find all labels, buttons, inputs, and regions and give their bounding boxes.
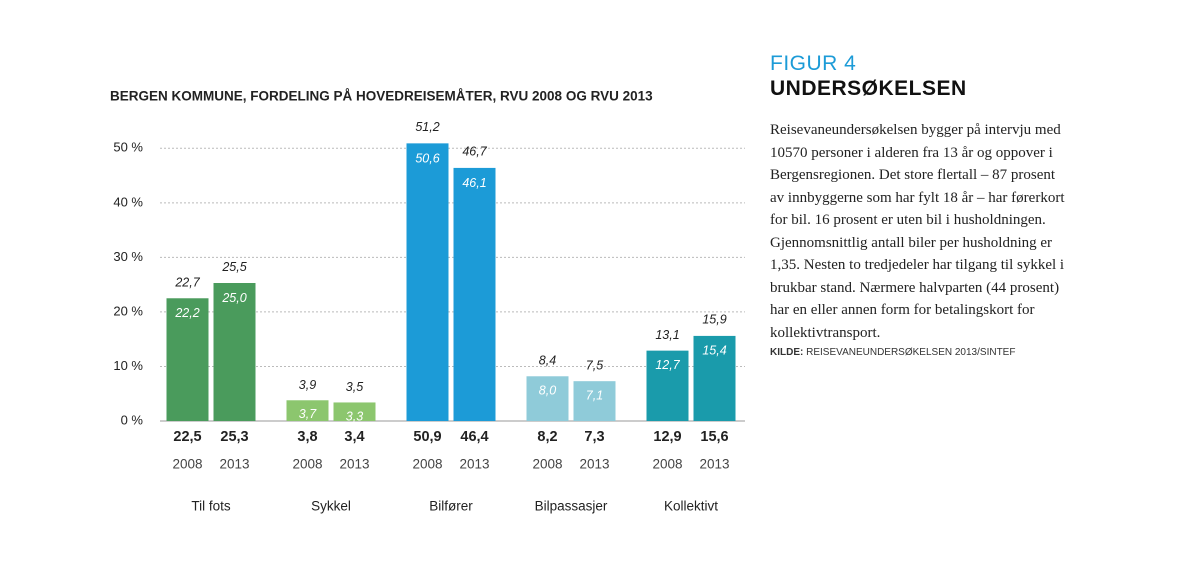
upper-label: 8,4 bbox=[539, 353, 556, 367]
upper-label: 25,5 bbox=[221, 260, 246, 274]
y-tick-label: 0 % bbox=[121, 412, 144, 427]
category-label: Kollektivt bbox=[664, 499, 718, 514]
y-tick-label: 50 % bbox=[113, 140, 143, 155]
lower-label: 22,2 bbox=[174, 306, 199, 320]
value-label: 50,9 bbox=[413, 429, 441, 445]
lower-label: 8,0 bbox=[539, 384, 556, 398]
bar bbox=[693, 335, 736, 421]
category-label: Bilfører bbox=[429, 499, 473, 514]
figure-label: FIGUR 4 bbox=[770, 52, 857, 75]
lower-label: 46,1 bbox=[462, 176, 486, 190]
y-tick-label: 40 % bbox=[113, 194, 143, 209]
source: KILDE: REISEVANEUNDERSØKELSEN 2013/SINTE… bbox=[770, 347, 1090, 358]
upper-label: 46,7 bbox=[462, 145, 487, 159]
value-label: 3,4 bbox=[344, 429, 364, 445]
series-label: 2008 bbox=[532, 457, 562, 472]
bar bbox=[406, 143, 449, 421]
value-label: 3,8 bbox=[297, 429, 317, 445]
series-label: 2013 bbox=[579, 457, 609, 472]
lower-label: 15,4 bbox=[702, 343, 726, 357]
upper-label: 22,7 bbox=[174, 275, 200, 289]
bar bbox=[286, 400, 329, 421]
upper-label: 51,2 bbox=[415, 120, 439, 134]
category-label: Til fots bbox=[191, 499, 231, 514]
series-label: 2013 bbox=[699, 457, 729, 472]
value-label: 25,3 bbox=[220, 429, 248, 445]
series-label: 2013 bbox=[339, 457, 369, 472]
value-label: 15,6 bbox=[700, 429, 728, 445]
series-label: 2008 bbox=[172, 457, 202, 472]
value-label: 46,4 bbox=[460, 429, 488, 445]
bar bbox=[213, 283, 256, 421]
bar bbox=[333, 402, 376, 421]
value-label: 12,9 bbox=[653, 429, 681, 445]
lower-label: 7,1 bbox=[586, 389, 603, 403]
upper-label: 13,1 bbox=[655, 328, 679, 342]
heading: UNDERSØKELSEN bbox=[770, 77, 967, 100]
bar bbox=[453, 167, 496, 421]
bar bbox=[646, 350, 689, 421]
side-panel: FIGUR 4 UNDERSØKELSEN Reisevaneundersøke… bbox=[770, 52, 1090, 358]
lower-label: 50,6 bbox=[415, 151, 439, 165]
upper-label: 7,5 bbox=[586, 358, 603, 372]
bar bbox=[166, 298, 209, 421]
series-label: 2008 bbox=[292, 457, 322, 472]
source-label: KILDE: bbox=[770, 347, 804, 358]
lower-label: 12,7 bbox=[655, 358, 680, 372]
value-label: 7,3 bbox=[584, 429, 604, 445]
lower-label: 25,0 bbox=[221, 291, 246, 305]
y-tick-label: 10 % bbox=[113, 358, 143, 373]
series-label: 2008 bbox=[412, 457, 442, 472]
series-label: 2013 bbox=[219, 457, 249, 472]
value-label: 22,5 bbox=[173, 429, 201, 445]
upper-label: 3,9 bbox=[299, 378, 316, 392]
bar bbox=[526, 376, 569, 421]
lower-label: 3,3 bbox=[346, 409, 363, 423]
bar bbox=[573, 381, 616, 421]
source-text: REISEVANEUNDERSØKELSEN 2013/SINTEF bbox=[806, 347, 1016, 358]
y-tick-label: 20 % bbox=[113, 303, 143, 318]
series-label: 2008 bbox=[652, 457, 682, 472]
category-label: Bilpassasjer bbox=[535, 499, 608, 514]
upper-label: 15,9 bbox=[702, 313, 726, 327]
series-label: 2013 bbox=[459, 457, 489, 472]
chart-title: BERGEN KOMMUNE, FORDELING PÅ HOVEDREISEM… bbox=[110, 89, 653, 104]
body-text: Reisevaneundersøkelsen bygger på intervj… bbox=[770, 122, 1065, 341]
chart: BERGEN KOMMUNE, FORDELING PÅ HOVEDREISEM… bbox=[110, 89, 745, 514]
y-tick-label: 30 % bbox=[113, 249, 143, 264]
value-label: 8,2 bbox=[537, 429, 557, 445]
upper-label: 3,5 bbox=[346, 380, 363, 394]
lower-label: 3,7 bbox=[299, 407, 317, 421]
category-label: Sykkel bbox=[311, 499, 351, 514]
